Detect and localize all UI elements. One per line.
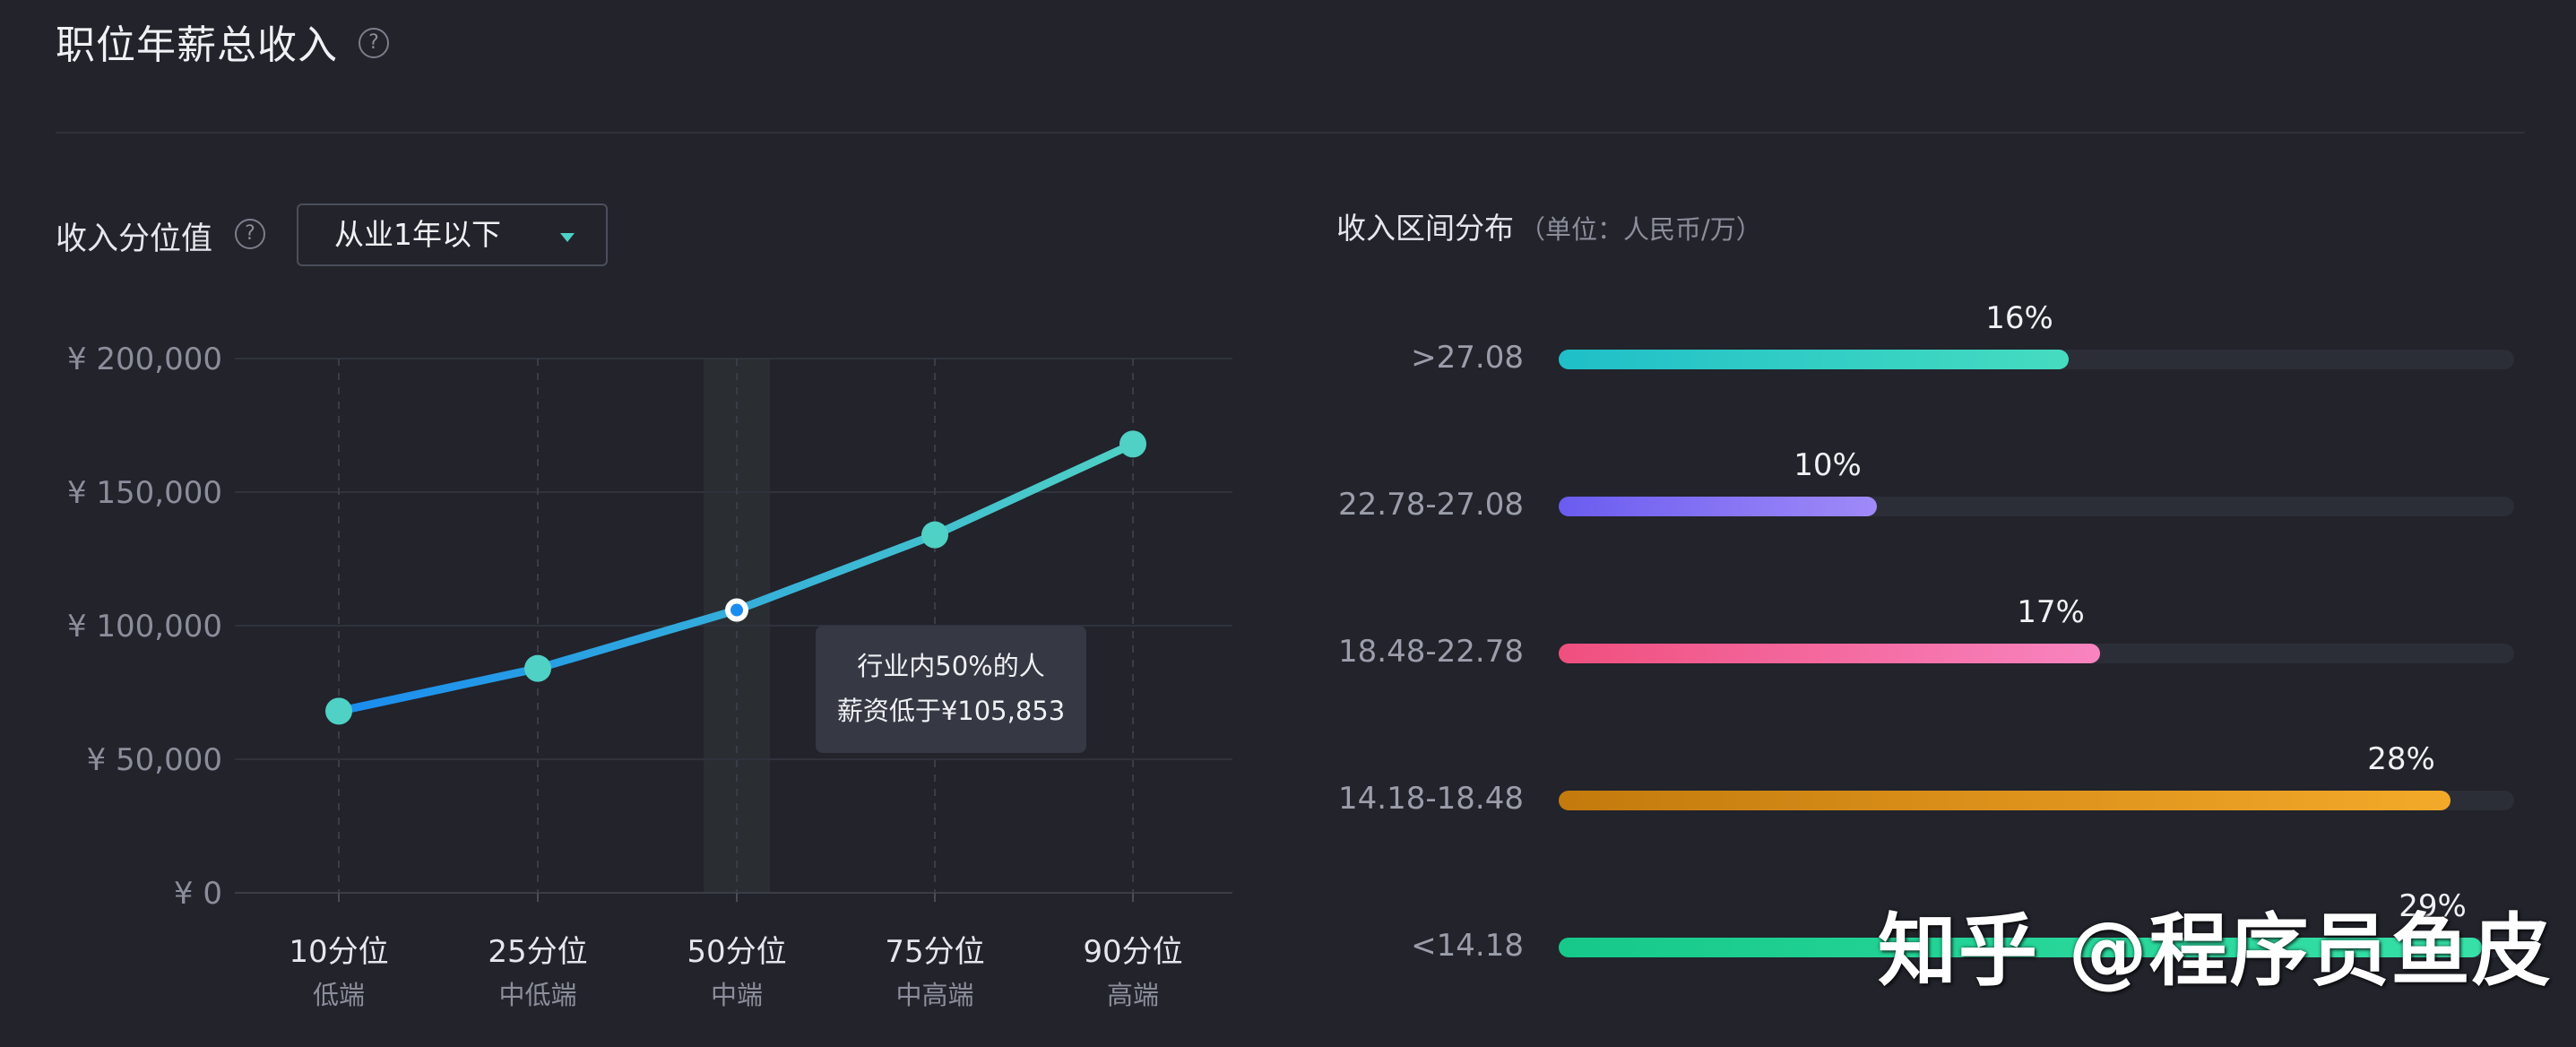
percentile-line-chart: ¥ 0 ¥ 50,000 ¥ 100,000 ¥ 150,000 ¥ 200,000 1… [67, 342, 1232, 1010]
x-tick-label: 75分位 [885, 934, 984, 970]
bar [1559, 791, 2451, 810]
header-divider [56, 132, 2525, 134]
bar [1559, 350, 2069, 369]
y-tick-label: ¥ 100,000 [67, 609, 222, 645]
distribution-unit: （单位：人民币/万） [1519, 214, 1762, 245]
experience-select[interactable]: 从业1年以下 [297, 203, 608, 266]
tooltip-line-2: 薪资低于¥105,853 [836, 696, 1066, 726]
category-label: >27.08 [1411, 340, 1524, 376]
percentile-label: 收入分位值 [56, 221, 213, 257]
bar-value-label: 16% [1985, 300, 2053, 336]
bar-value-label: 28% [2367, 741, 2435, 777]
percentile-help-icon[interactable]: ? [235, 219, 265, 249]
x-tick-sublabel: 高端 [1107, 980, 1159, 1010]
data-point [524, 654, 551, 682]
x-tick-label: 90分位 [1083, 934, 1182, 970]
y-tick-label: ¥ 50,000 [87, 742, 222, 778]
data-point [921, 521, 948, 549]
experience-select-value: 从业1年以下 [334, 217, 501, 252]
percentile-tooltip: 行业内50%的人 薪资低于¥105,853 [816, 626, 1086, 753]
x-tick-sublabel: 低端 [313, 980, 365, 1010]
distribution-title-text: 收入区间分布 [1336, 211, 1514, 246]
distribution-title: 收入区间分布 （单位：人民币/万） [1336, 204, 1762, 247]
category-label: <14.18 [1411, 928, 1524, 964]
y-tick-label: ¥ 0 [174, 876, 222, 912]
chevron-down-icon [560, 233, 575, 242]
bar [1559, 644, 2100, 663]
highlight-point-core [730, 603, 743, 617]
bar-value-label: 29% [2399, 888, 2467, 924]
x-tick-sublabel: 中低端 [498, 980, 576, 1010]
bar [1559, 497, 1877, 516]
x-tick-sublabel: 中端 [711, 980, 763, 1010]
bar-value-label: 10% [1794, 447, 1862, 483]
data-point [325, 697, 352, 725]
help-icon[interactable]: ? [359, 28, 389, 58]
watermark: 知乎 @程序员鱼皮 [1878, 904, 2553, 997]
category-label: 18.48-22.78 [1338, 634, 1524, 670]
category-label: 14.18-18.48 [1338, 781, 1524, 817]
x-tick-sublabel: 中高端 [895, 980, 973, 1010]
page-title: 职位年薪总收入 [56, 22, 338, 68]
tooltip-line-1: 行业内50%的人 [857, 651, 1045, 681]
x-tick-label: 10分位 [289, 934, 388, 970]
category-label: 22.78-27.08 [1338, 487, 1524, 523]
data-point [1119, 430, 1146, 458]
bar [1559, 938, 2482, 957]
bar-value-label: 17% [2017, 594, 2085, 630]
x-tick-label: 50分位 [687, 934, 786, 970]
y-tick-label: ¥ 200,000 [67, 342, 222, 377]
y-tick-label: ¥ 150,000 [67, 475, 222, 511]
x-tick-label: 25分位 [488, 934, 587, 970]
